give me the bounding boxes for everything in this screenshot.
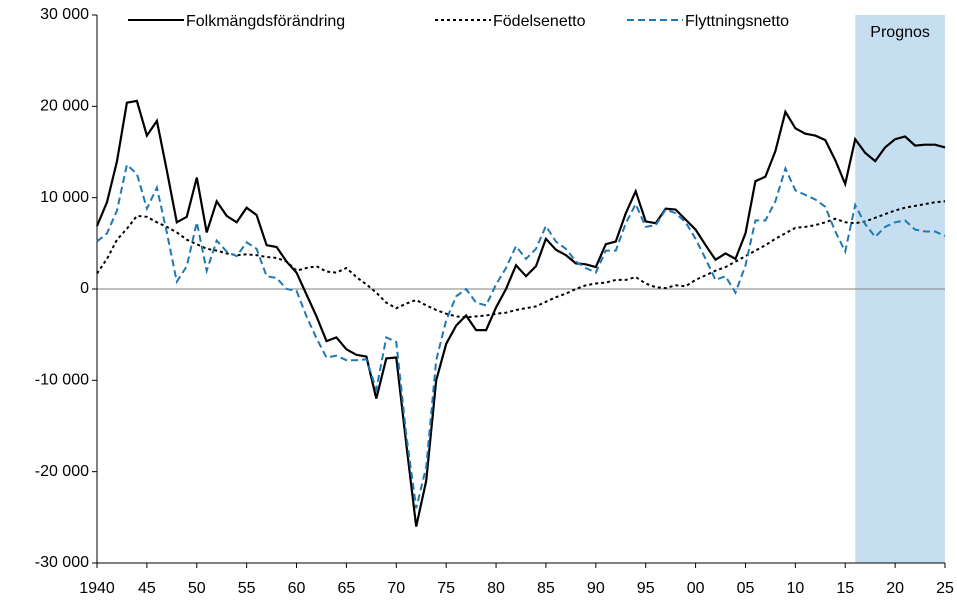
- y-tick-label: 20 000: [40, 98, 89, 115]
- x-tick-label: 50: [188, 580, 206, 597]
- x-tick-label: 20: [886, 580, 904, 597]
- x-tick-label: 1940: [79, 580, 115, 597]
- x-tick-label: 95: [637, 580, 655, 597]
- legend-label: Flyttningsnetto: [685, 13, 789, 30]
- y-tick-label: 10 000: [40, 189, 89, 206]
- x-tick-label: 70: [387, 580, 405, 597]
- x-tick-label: 15: [836, 580, 854, 597]
- y-tick-label: -10 000: [35, 372, 89, 389]
- x-tick-label: 60: [288, 580, 306, 597]
- x-tick-label: 45: [138, 580, 156, 597]
- x-tick-label: 90: [587, 580, 605, 597]
- series-line: [95, 99, 946, 527]
- series-line: [96, 162, 946, 509]
- forecast-label: Prognos: [870, 24, 930, 41]
- x-tick-label: 10: [786, 580, 804, 597]
- y-tick-label: 0: [80, 280, 89, 297]
- x-tick-label: 80: [487, 580, 505, 597]
- series-line: [96, 200, 946, 319]
- x-tick-label: 05: [737, 580, 755, 597]
- x-tick-label: 65: [338, 580, 356, 597]
- x-tick-label: 00: [687, 580, 705, 597]
- y-tick-label: 30 000: [40, 6, 89, 23]
- y-tick-label: -20 000: [35, 463, 89, 480]
- y-tick-label: -30 000: [35, 554, 89, 571]
- legend-label: Folkmängdsförändring: [186, 13, 345, 30]
- legend-label: Födelsenetto: [493, 13, 586, 30]
- x-tick-label: 85: [537, 580, 555, 597]
- x-tick-label: 55: [238, 580, 256, 597]
- x-tick-label: 75: [437, 580, 455, 597]
- x-tick-label: 25: [936, 580, 954, 597]
